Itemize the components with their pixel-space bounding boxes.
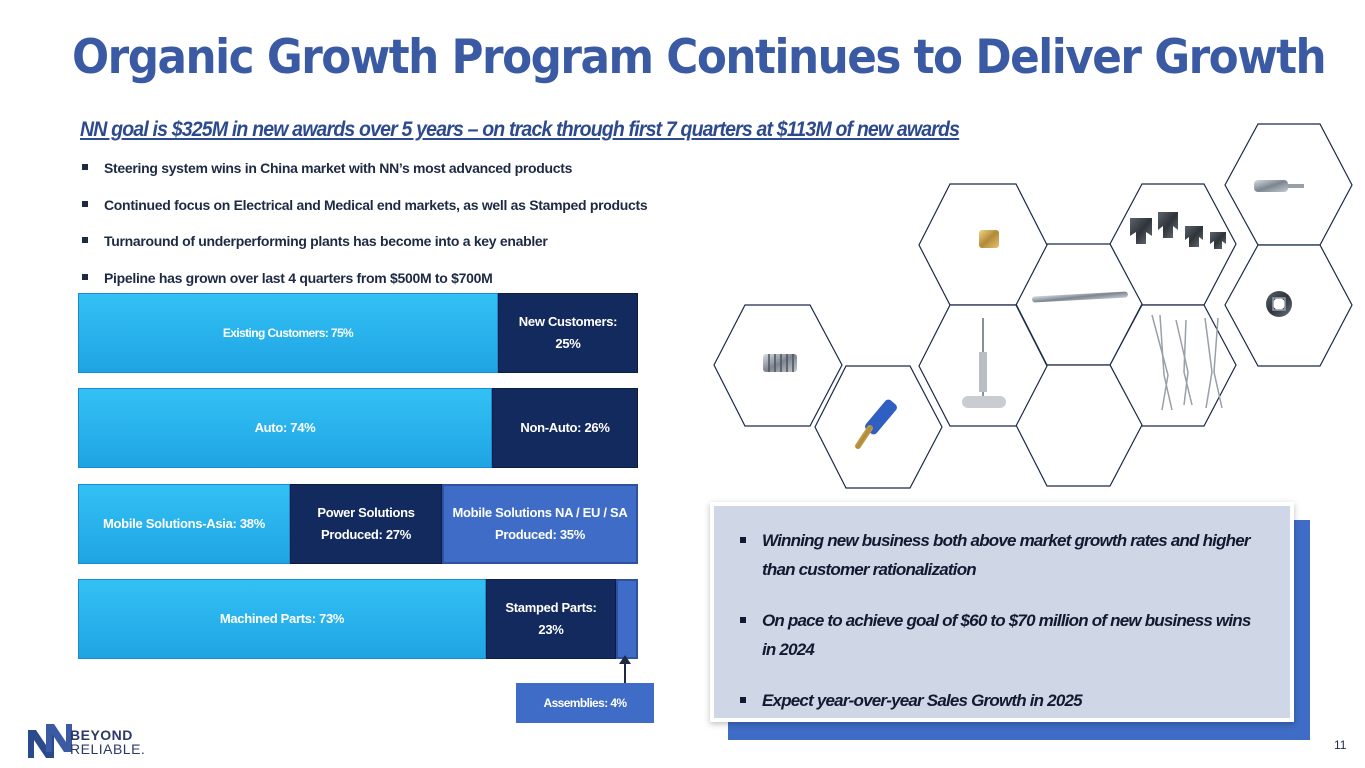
bullet-square-icon bbox=[82, 164, 88, 171]
spring-clip-icon bbox=[855, 399, 897, 449]
segment-label-line1: New Customers: bbox=[518, 313, 618, 329]
bar-row-products: Machined Parts: 73% Stamped Parts: 23% bbox=[78, 579, 638, 659]
segment-label-line1: Mobile Solutions NA / EU / SA bbox=[452, 504, 628, 520]
bar-segment-mobile-asia: Mobile Solutions-Asia: 38% bbox=[78, 484, 290, 564]
segment-label: Machined Parts: 73% bbox=[219, 610, 345, 626]
segment-label: Power Solutions Produced: 27% bbox=[317, 502, 415, 546]
arrow-up-icon bbox=[619, 655, 631, 664]
bullet-text: Pipeline has grown over last 4 quarters … bbox=[104, 269, 493, 286]
surgical-instrument-icon bbox=[1151, 314, 1223, 411]
bullet-square-icon bbox=[82, 273, 88, 280]
gear-ring-icon bbox=[1266, 291, 1292, 317]
bone-screw-icon bbox=[979, 230, 999, 248]
bullet-square-icon bbox=[82, 237, 88, 244]
logo-line2: RELIABLE. bbox=[70, 741, 146, 757]
segment-label: Stamped Parts: 23% bbox=[505, 597, 596, 641]
segment-label-line1: Stamped Parts: bbox=[505, 599, 597, 615]
threaded-insert-icon bbox=[763, 354, 797, 372]
bullet-item: Steering system wins in China market wit… bbox=[82, 160, 647, 197]
logo-wordmark: BEYOND RELIABLE. bbox=[70, 728, 145, 756]
stamped-terminal-icon bbox=[1254, 180, 1304, 192]
bar-row-segments: Mobile Solutions-Asia: 38% Power Solutio… bbox=[78, 484, 638, 564]
segment-label-line2: 23% bbox=[538, 622, 564, 637]
bar-row-auto: Auto: 74% Non-Auto: 26% bbox=[78, 388, 638, 468]
callout-list: Winning new business both above market g… bbox=[714, 506, 1290, 715]
segment-label: Existing Customers: 75% bbox=[222, 325, 354, 340]
assemblies-pointer-line bbox=[624, 663, 626, 683]
bullet-text: Continued focus on Electrical and Medica… bbox=[104, 196, 648, 213]
callout-box: Winning new business both above market g… bbox=[710, 502, 1294, 722]
nn-logo-icon bbox=[28, 724, 72, 758]
page-title: Organic Growth Program Continues to Deli… bbox=[72, 30, 1327, 85]
page-number: 11 bbox=[1334, 738, 1347, 752]
bar-segment-machined-parts: Machined Parts: 73% bbox=[78, 579, 486, 659]
bullet-list: Steering system wins in China market wit… bbox=[82, 160, 648, 307]
bullet-text: Turnaround of underperforming plants has… bbox=[104, 233, 548, 249]
page-subtitle: NN goal is $325M in new awards over 5 ye… bbox=[80, 118, 960, 141]
segment-label-line1: Power Solutions bbox=[317, 504, 415, 520]
bullet-item: Continued focus on Electrical and Medica… bbox=[82, 196, 648, 234]
contact-claw-icon bbox=[1130, 212, 1226, 249]
threaded-rod-icon bbox=[1032, 291, 1128, 303]
segment-label: Auto: 74% bbox=[254, 419, 316, 435]
bar-segment-mobile-na-eu-sa: Mobile Solutions NA / EU / SA Produced: 3… bbox=[442, 484, 638, 564]
bar-segment-existing-customers: Existing Customers: 75% bbox=[78, 293, 498, 373]
segment-label-line2: 25% bbox=[555, 336, 581, 351]
segment-label-line2: Produced: 27% bbox=[320, 527, 411, 542]
bullet-square-icon bbox=[82, 200, 88, 207]
bullet-text: Steering system wins in China market wit… bbox=[104, 160, 573, 176]
t-handle-tool-icon bbox=[962, 318, 1006, 408]
segment-label: Mobile Solutions NA / EU / SA Produced: 3… bbox=[453, 502, 628, 546]
segment-label-line2: Produced: 35% bbox=[494, 527, 585, 542]
bar-segment-auto: Auto: 74% bbox=[78, 388, 492, 468]
bar-row-customers: Existing Customers: 75% New Customers: 25… bbox=[78, 293, 638, 373]
bullet-item: Pipeline has grown over last 4 quarters … bbox=[82, 270, 647, 307]
bar-segment-power-solutions: Power Solutions Produced: 27% bbox=[290, 484, 442, 564]
logo-line1: BEYOND bbox=[70, 727, 133, 743]
callout-item: Expect year-over-year Sales Growth in 20… bbox=[738, 686, 1266, 715]
segment-label: New Customers: 25% bbox=[518, 311, 618, 355]
assemblies-label-box: Assemblies: 4% bbox=[516, 683, 654, 723]
thread-set-icon bbox=[1038, 400, 1122, 460]
callout-item: On pace to achieve goal of $60 to $70 mi… bbox=[738, 606, 1266, 664]
segment-label: Mobile Solutions-Asia: 38% bbox=[103, 515, 265, 531]
bullet-item: Turnaround of underperforming plants has… bbox=[82, 233, 647, 270]
bar-segment-new-customers: New Customers: 25% bbox=[498, 293, 638, 373]
segment-label: Non-Auto: 26% bbox=[520, 419, 610, 435]
bar-segment-non-auto: Non-Auto: 26% bbox=[492, 388, 638, 468]
callout-item: Winning new business both above market g… bbox=[738, 526, 1266, 584]
bar-segment-stamped-parts: Stamped Parts: 23% bbox=[486, 579, 616, 659]
